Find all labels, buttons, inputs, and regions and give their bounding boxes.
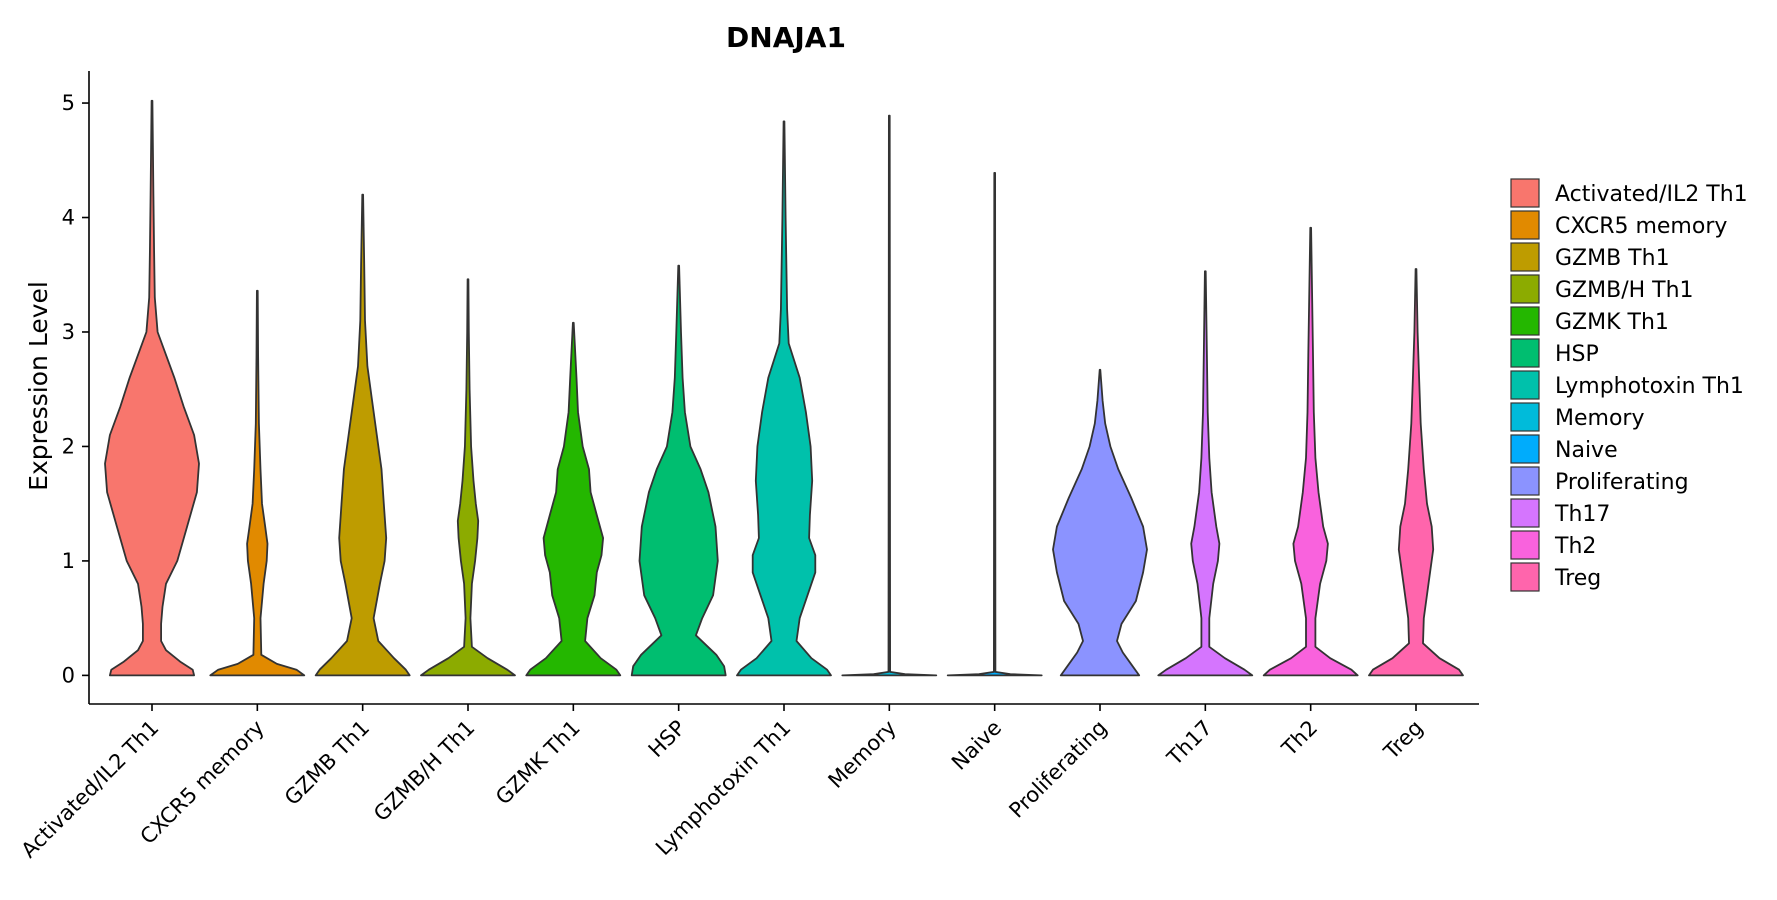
violin-th2 [1262, 226, 1359, 677]
legend: Activated/IL2 Th1 CXCR5 memory GZMB Th1 GZM… [1510, 178, 1748, 592]
violin-naive [946, 172, 1043, 677]
violin-gzmb-h-th1 [420, 278, 516, 677]
x-tick-label-treg: Treg [1379, 716, 1428, 765]
y-tick-label: 3 [62, 320, 75, 344]
violin-proliferating [1052, 368, 1148, 677]
legend-swatch-hsp [1510, 338, 1540, 368]
y-tick-label: 1 [62, 549, 75, 573]
legend-label-naive: Naive [1555, 438, 1618, 463]
violin-lymphotoxin-th1 [736, 120, 832, 677]
legend-label-th17: Th17 [1554, 502, 1610, 527]
y-tick-label: 5 [62, 91, 75, 115]
violin-gzmk-th1 [525, 321, 622, 677]
plot-area [104, 99, 1464, 677]
legend-swatch-memory [1510, 402, 1540, 432]
legend-label-gzmk-th1: GZMK Th1 [1555, 310, 1669, 335]
legend-label-treg: Treg [1554, 566, 1601, 591]
y-tick-label: 0 [62, 663, 75, 687]
x-tick-label-th17: Th17 [1162, 716, 1217, 771]
legend-swatch-gzmk-th1 [1510, 306, 1540, 336]
y-axis-label: Expression Level [24, 281, 53, 491]
x-tick-label-activated-il2-th1: Activated/IL2 Th1 [17, 716, 164, 863]
violin-activated-il2-th1 [104, 99, 200, 677]
x-tick-label-hsp: HSP [644, 716, 691, 763]
y-tick-label: 2 [62, 434, 75, 458]
y-axis: 0 1 2 3 4 5 [62, 91, 89, 687]
violin-treg [1368, 268, 1464, 677]
legend-swatch-gzmb-th1 [1510, 242, 1540, 272]
legend-swatch-activated-il2-th1 [1510, 178, 1540, 208]
violin-memory [841, 114, 938, 677]
legend-swatch-th2 [1510, 530, 1540, 560]
legend-swatch-th17 [1510, 498, 1540, 528]
legend-label-th2: Th2 [1554, 534, 1596, 559]
legend-swatch-lymphotoxin-th1 [1510, 370, 1540, 400]
legend-swatch-gzmb-h-th1 [1510, 274, 1540, 304]
chart-title: DNAJA1 [726, 21, 846, 54]
violin-hsp [630, 264, 727, 677]
x-tick-label-proliferating: Proliferating [1004, 716, 1111, 823]
legend-label-lymphotoxin-th1: Lymphotoxin Th1 [1555, 374, 1744, 399]
violin-cxcr5-memory [209, 289, 306, 677]
legend-label-cxcr5-memory: CXCR5 memory [1555, 214, 1727, 239]
x-tick-label-memory: Memory [824, 716, 901, 793]
legend-swatch-treg [1510, 562, 1540, 592]
violin-gzmb-th1 [314, 193, 411, 677]
legend-swatch-proliferating [1510, 466, 1540, 496]
legend-label-gzmb-th1: GZMB Th1 [1555, 246, 1670, 271]
legend-label-proliferating: Proliferating [1555, 470, 1689, 495]
x-tick-label-gzmk-th1: GZMK Th1 [491, 716, 585, 810]
legend-swatch-naive [1510, 434, 1540, 464]
x-tick-label-th2: Th2 [1277, 716, 1323, 762]
x-tick-label-naive: Naive [947, 716, 1006, 775]
y-tick-label: 4 [62, 206, 75, 230]
legend-label-hsp: HSP [1555, 342, 1599, 367]
legend-swatch-cxcr5-memory [1510, 210, 1540, 240]
x-tick-label-gzmb-h-th1: GZMB/H Th1 [369, 716, 479, 826]
legend-label-memory: Memory [1555, 406, 1644, 431]
x-tick-label-gzmb-th1: GZMB Th1 [280, 716, 374, 810]
legend-label-gzmb-h-th1: GZMB/H Th1 [1555, 278, 1694, 303]
legend-label-activated-il2-th1: Activated/IL2 Th1 [1555, 182, 1748, 207]
violin-th17 [1157, 270, 1254, 677]
